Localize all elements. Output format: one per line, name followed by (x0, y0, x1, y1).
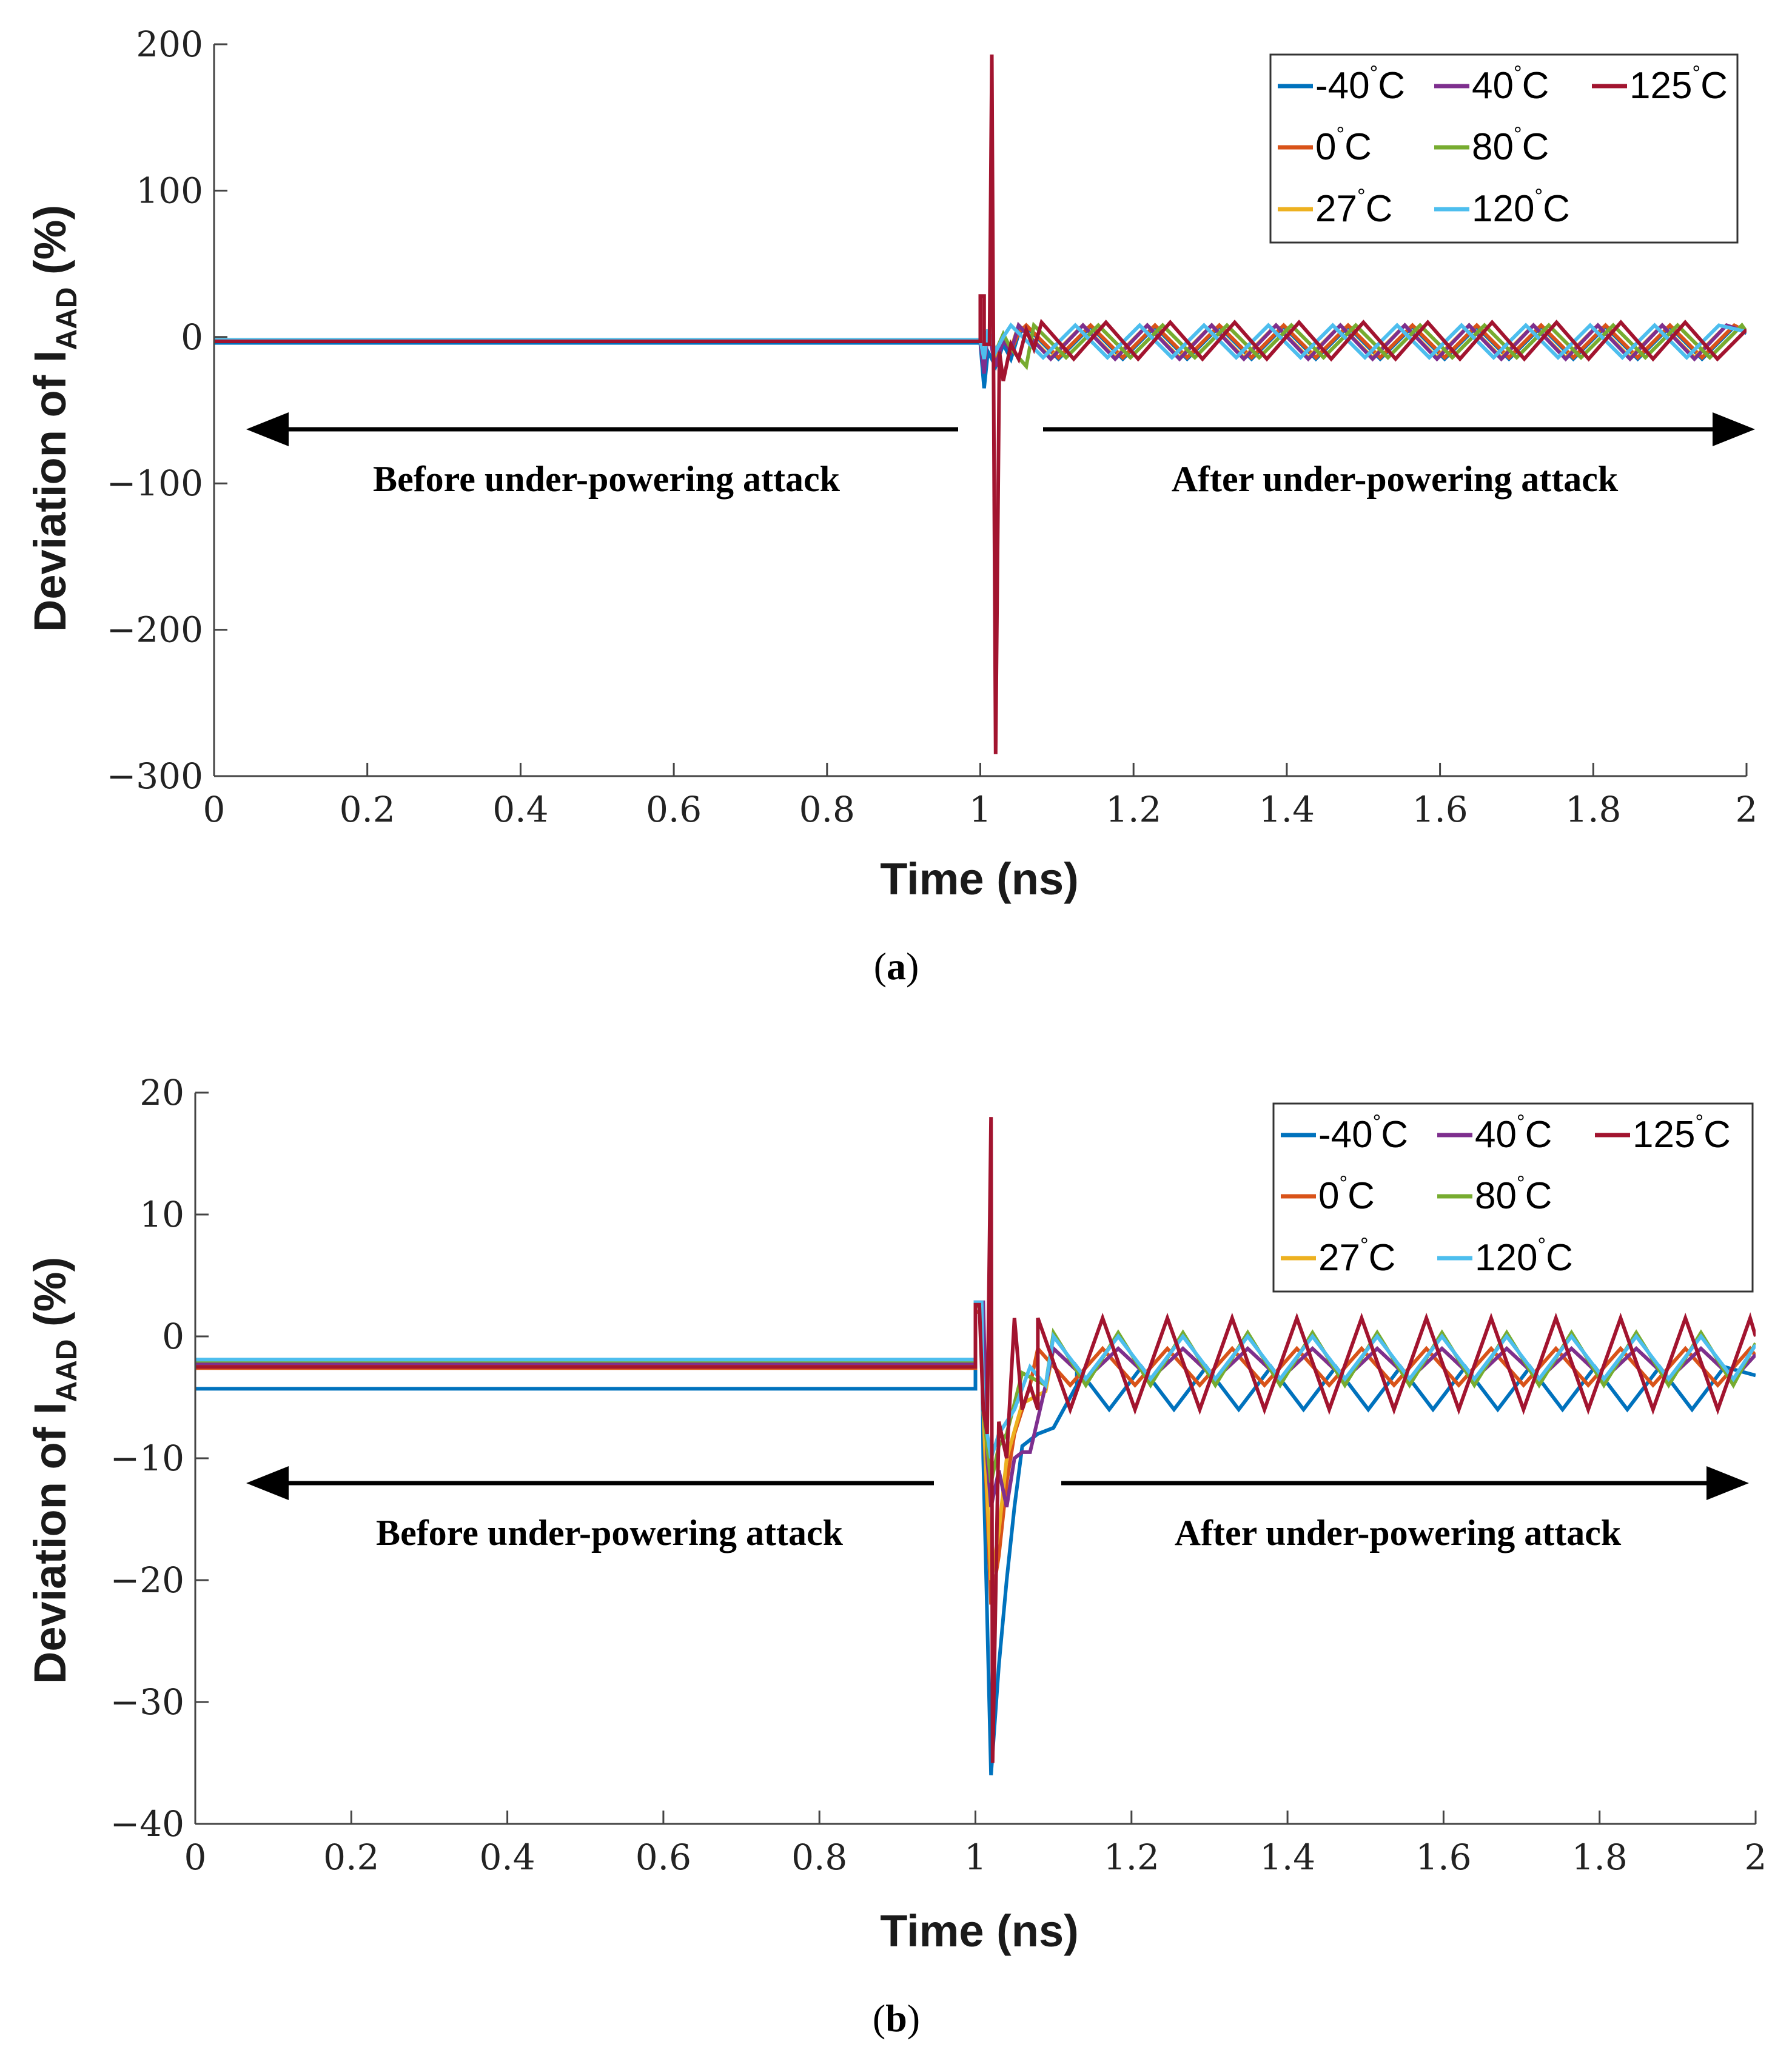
x-tick-label: 0.2 (340, 789, 395, 830)
panel-a: 0 0.2 0.4 0.6 0.8 1 1.2 1.4 1.6 1.8 2 −300 −200 −100 0… (25, 24, 1757, 988)
svg-text:Deviation of IAAD (%): Deviation of IAAD (%) (25, 205, 83, 632)
panel-b: 0 0.2 0.4 0.6 0.8 1 1.2 1.4 1.6 1.8 2 −40 −30 −20 −10 0… (25, 1072, 1767, 2040)
y-tick-label: −30 (110, 1681, 184, 1723)
legend-label-0C: 0°C (1315, 123, 1372, 168)
panel-a-annotations: Before under-powering attack After under… (246, 412, 1755, 499)
legend-label-27C: 27°C (1315, 185, 1392, 230)
x-tick-label: 1.8 (1565, 789, 1621, 830)
x-tick-label: 1.4 (1259, 789, 1315, 830)
x-tick-label: 0.2 (323, 1837, 379, 1878)
y-axis-label-b-main: Deviation of I (25, 1402, 75, 1684)
y-tick-label: −10 (110, 1438, 184, 1479)
x-tick-label: 1.6 (1412, 789, 1468, 830)
x-tick-label: 0.6 (636, 1837, 691, 1878)
y-tick-label: 20 (139, 1072, 184, 1113)
panel-b-lines (195, 1117, 1756, 1775)
panel-a-legend: -40°C 40°C 125°C 0°C 80°C 27°C 120°C (1269, 53, 1739, 244)
annotation-before-b: Before under-powering attack (376, 1513, 844, 1553)
y-tick-label: 10 (139, 1194, 184, 1235)
x-tick-label: 0.8 (799, 789, 855, 830)
y-tick-label: −100 (107, 463, 203, 504)
x-tick-label: 0.6 (646, 789, 702, 830)
caption-b: (b) (873, 1997, 920, 2040)
x-tick-label: 0 (184, 1837, 207, 1878)
legend-label-80C: 80°C (1475, 1172, 1552, 1217)
y-tick-label: −40 (110, 1803, 184, 1845)
legend-box (1272, 1102, 1754, 1293)
x-axis-label-a: Time (ns) (880, 854, 1079, 904)
annotation-before-a: Before under-powering attack (373, 459, 841, 499)
panel-a-lines (214, 54, 1747, 754)
x-tick-label: 1.6 (1415, 1837, 1471, 1878)
legend-box (1269, 53, 1739, 244)
svg-text:Deviation of IAAD (%): Deviation of IAAD (%) (25, 1257, 83, 1684)
y-axis-label-a-tail: (%) (25, 205, 75, 287)
legend-label-40C: 40°C (1475, 1111, 1552, 1156)
panel-b-legend: -40°C 40°C 125°C 0°C 80°C 27°C 120°C (1272, 1102, 1754, 1293)
legend-label-125C: 125°C (1629, 62, 1728, 107)
x-tick-label: 0.4 (479, 1837, 535, 1878)
y-tick-label: 100 (136, 170, 203, 211)
legend-label-27C: 27°C (1318, 1234, 1395, 1279)
y-axis-label-b-sub: AAD (51, 1339, 83, 1402)
legend-label-0C: 0°C (1318, 1172, 1375, 1217)
y-tick-label: −200 (107, 609, 203, 651)
annotation-after-b: After under-powering attack (1175, 1513, 1622, 1553)
y-tick-label: 0 (181, 317, 203, 358)
y-tick-label: −20 (110, 1560, 184, 1601)
x-tick-label: 1 (964, 1837, 987, 1878)
panel-b-annotations: Before under-powering attack After under… (246, 1466, 1749, 1553)
y-axis-label-b: Deviation of IAAD (%) (25, 1257, 83, 1684)
series-line-125C (214, 54, 1747, 754)
y-axis-label-b-tail: (%) (25, 1257, 75, 1339)
x-tick-label: 0.8 (791, 1837, 847, 1878)
y-tick-label: −300 (107, 756, 203, 797)
x-tick-label: 2 (1736, 789, 1758, 830)
x-tick-label: 1.2 (1104, 1837, 1159, 1878)
x-tick-label: 1 (969, 789, 992, 830)
y-tick-label: 0 (162, 1316, 184, 1357)
legend-label-125C: 125°C (1633, 1111, 1731, 1156)
x-tick-label: 1.2 (1106, 789, 1161, 830)
y-axis-label-a-main: Deviation of I (25, 350, 75, 632)
y-tick-label: 200 (136, 24, 203, 65)
x-tick-label: 0 (203, 789, 226, 830)
y-axis-label-a-sub: AAD (51, 287, 83, 350)
legend-label--40C: -40°C (1318, 1111, 1408, 1156)
legend-label-80C: 80°C (1472, 123, 1549, 168)
x-tick-label: 0.4 (492, 789, 548, 830)
y-axis-label-a: Deviation of IAAD (%) (25, 205, 83, 632)
series-line-125C (195, 1117, 1756, 1763)
x-axis-label-b: Time (ns) (880, 1906, 1079, 1956)
legend-label-120C: 120°C (1475, 1234, 1573, 1279)
legend-label-40C: 40°C (1472, 62, 1549, 107)
x-tick-label: 1.8 (1572, 1837, 1628, 1878)
x-tick-label: 2 (1745, 1837, 1767, 1878)
legend-label-120C: 120°C (1472, 185, 1570, 230)
caption-a: (a) (874, 945, 919, 988)
annotation-after-a: After under-powering attack (1172, 459, 1619, 499)
legend-label--40C: -40°C (1315, 62, 1405, 107)
x-tick-label: 1.4 (1260, 1837, 1315, 1878)
